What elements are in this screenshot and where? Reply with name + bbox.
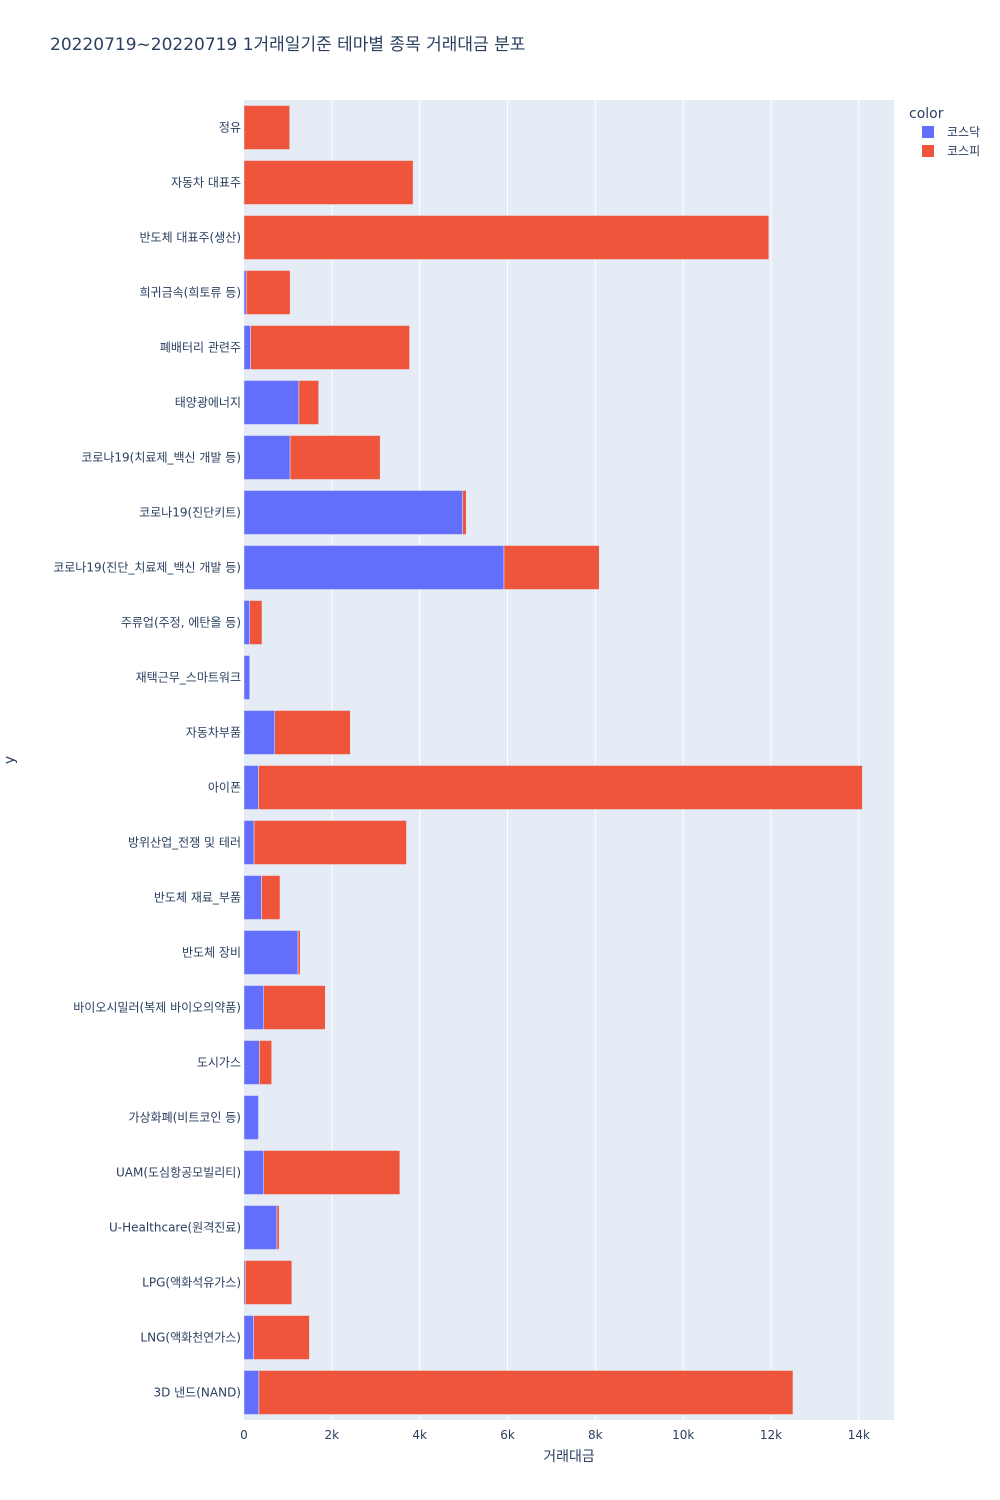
bar-코스피 bbox=[297, 930, 301, 975]
y-category-label: 가상화폐(비트코인 등) bbox=[128, 1111, 241, 1125]
bar-코스피 bbox=[261, 875, 281, 920]
bar-코스닥 bbox=[243, 765, 259, 810]
y-category-label: LPG(액화석유가스) bbox=[142, 1276, 241, 1290]
bar-코스닥 bbox=[243, 325, 251, 370]
y-category-label: 반도체 대표주(생산) bbox=[140, 231, 242, 245]
bar-코스닥 bbox=[243, 710, 275, 755]
y-category-label: 반도체 장비 bbox=[182, 946, 241, 960]
y-category-label: 코로나19(진단키트) bbox=[139, 506, 241, 520]
bar-코스닥 bbox=[243, 1040, 260, 1085]
bar-코스피 bbox=[276, 1205, 280, 1250]
bar-코스닥 bbox=[243, 1315, 254, 1360]
bar-코스피 bbox=[259, 1040, 272, 1085]
y-category-label: 주류업(주정, 에탄올 등) bbox=[121, 616, 241, 630]
bar-코스닥 bbox=[243, 490, 463, 535]
bar-코스닥 bbox=[243, 270, 247, 315]
y-category-label: 아이폰 bbox=[208, 781, 241, 795]
bar-코스닥 bbox=[243, 820, 255, 865]
bar-코스피 bbox=[245, 1260, 293, 1305]
y-category-label: 도시가스 bbox=[197, 1056, 241, 1070]
gridlines bbox=[331, 100, 860, 1420]
bars bbox=[243, 105, 863, 1415]
legend-title: color bbox=[909, 106, 944, 122]
bar-코스피 bbox=[245, 270, 291, 315]
x-tick-label: 0 bbox=[240, 1428, 248, 1442]
y-category-label: 폐배터리 관련주 bbox=[160, 341, 241, 355]
bar-코스닥 bbox=[243, 655, 250, 700]
y-category-label: 희귀금속(희토류 등) bbox=[140, 286, 242, 300]
chart-title: 20220719~20220719 1거래일기준 테마별 종목 거래대금 분포 bbox=[50, 35, 525, 55]
x-tick-label: 4k bbox=[412, 1428, 427, 1442]
x-tick-label: 14k bbox=[848, 1428, 870, 1442]
x-tick-label: 8k bbox=[588, 1428, 603, 1442]
bar-코스피 bbox=[243, 160, 414, 205]
bar-코스닥 bbox=[243, 985, 265, 1030]
bar-코스닥 bbox=[243, 930, 299, 975]
x-tick-label: 2k bbox=[325, 1428, 340, 1442]
y-category-label: 태양광에너지 bbox=[175, 396, 241, 410]
y-category-label: 자동차부품 bbox=[186, 726, 241, 740]
x-tick-label: 10k bbox=[672, 1428, 694, 1442]
y-category-label: 정유 bbox=[219, 121, 241, 135]
bar-코스피 bbox=[243, 215, 770, 260]
bar-코스닥 bbox=[243, 600, 250, 645]
y-category-label: 코로나19(진단_치료제_백신 개발 등) bbox=[53, 561, 241, 575]
bar-코스피 bbox=[263, 1150, 401, 1195]
legend-label: 코스닥 bbox=[947, 125, 980, 139]
y-category-label: UAM(도심항공모빌리티) bbox=[116, 1166, 241, 1180]
bar-코스닥 bbox=[243, 1205, 278, 1250]
bar-코스피 bbox=[462, 490, 467, 535]
y-axis-title: y bbox=[2, 756, 18, 764]
y-category-label: 바이오시밀러(복제 바이오의약품) bbox=[73, 1000, 241, 1015]
plot-background bbox=[244, 100, 894, 1420]
y-category-label: LNG(액화천연가스) bbox=[140, 1330, 241, 1345]
bar-코스닥 bbox=[243, 435, 291, 480]
y-category-label: U-Healthcare(원격진료) bbox=[109, 1221, 241, 1235]
bar-코스피 bbox=[289, 435, 381, 480]
y-category-label: 자동차 대표주 bbox=[171, 176, 241, 190]
y-category-label: 방위산업_전쟁 및 테러 bbox=[128, 836, 241, 850]
bar-코스피 bbox=[263, 985, 326, 1030]
y-category-label: 반도체 재료_부품 bbox=[154, 891, 241, 905]
y-category-label: 코로나19(치료제_백신 개발 등) bbox=[81, 451, 241, 465]
y-category-label: 재택근무_스마트워크 bbox=[136, 671, 241, 685]
bar-코스닥 bbox=[243, 380, 300, 425]
x-tick-label: 6k bbox=[500, 1428, 515, 1442]
x-axis-title: 거래대금 bbox=[543, 1449, 595, 1465]
bar-코스피 bbox=[258, 765, 863, 810]
bar-코스닥 bbox=[243, 545, 505, 590]
legend-swatch bbox=[922, 126, 934, 138]
bar-코스닥 bbox=[243, 875, 262, 920]
legend-swatch bbox=[922, 145, 934, 157]
bar-코스닥 bbox=[243, 1150, 265, 1195]
bar-코스피 bbox=[250, 325, 410, 370]
bar-코스피 bbox=[258, 1370, 794, 1415]
x-tick-label: 12k bbox=[760, 1428, 782, 1442]
bar-코스피 bbox=[298, 380, 319, 425]
bar-코스피 bbox=[249, 600, 263, 645]
bar-코스피 bbox=[253, 1315, 310, 1360]
bar-코스피 bbox=[253, 820, 407, 865]
legend-label: 코스피 bbox=[947, 144, 980, 158]
bar-코스피 bbox=[503, 545, 600, 590]
bar-코스피 bbox=[274, 710, 351, 755]
bar-코스닥 bbox=[243, 1370, 260, 1415]
x-tick-labels: 0 2k 4k 6k 8k 10k 12k 14k bbox=[240, 1428, 870, 1442]
y-category-label: 3D 낸드(NAND) bbox=[153, 1386, 241, 1400]
bar-코스피 bbox=[243, 105, 290, 150]
bar-코스닥 bbox=[243, 1095, 259, 1140]
